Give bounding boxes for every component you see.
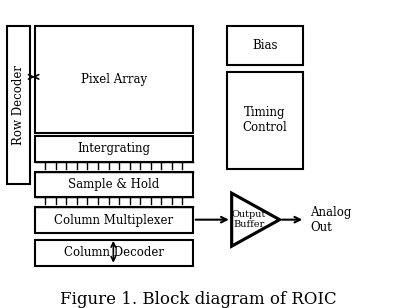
Bar: [35, 207, 193, 233]
Text: Bias: Bias: [252, 39, 278, 52]
Text: Sample & Hold: Sample & Hold: [68, 178, 160, 191]
Bar: [7, 26, 30, 184]
Text: Column Decoder: Column Decoder: [64, 246, 164, 259]
Text: Column Multiplexer: Column Multiplexer: [54, 214, 173, 227]
Text: Row Decoder: Row Decoder: [12, 65, 25, 145]
Text: Figure 1. Block diagram of ROIC: Figure 1. Block diagram of ROIC: [60, 291, 336, 308]
Bar: [35, 136, 193, 161]
Text: Pixel Array: Pixel Array: [81, 73, 147, 86]
Bar: [227, 72, 303, 169]
Bar: [35, 172, 193, 197]
Bar: [35, 26, 193, 133]
Text: Intergrating: Intergrating: [77, 142, 150, 155]
Polygon shape: [232, 193, 280, 246]
Text: Timing
Control: Timing Control: [242, 106, 287, 134]
Text: Output
Buffer: Output Buffer: [232, 210, 266, 229]
Bar: [35, 240, 193, 265]
Text: Analog
Out: Analog Out: [310, 206, 352, 234]
Bar: [227, 26, 303, 65]
